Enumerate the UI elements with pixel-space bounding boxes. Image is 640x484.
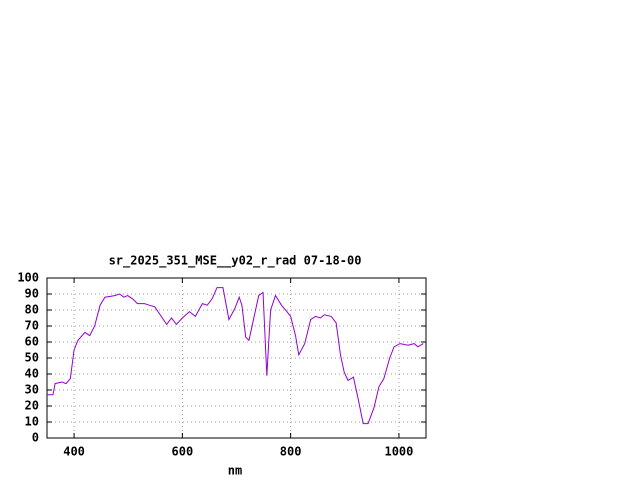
x-tick-label: 400: [63, 445, 85, 459]
y-tick-label: 40: [25, 367, 39, 381]
plot-frame: [46, 277, 427, 439]
y-tick-label: 20: [25, 399, 39, 413]
y-tick-label: 10: [25, 415, 39, 429]
x-axis-label: nm: [228, 464, 242, 478]
y-tick-label: 90: [25, 287, 39, 301]
y-tick-label: 100: [17, 271, 39, 285]
y-tick-label: 0: [32, 431, 39, 445]
x-tick-label: 1000: [384, 445, 413, 459]
y-tick-label: 60: [25, 335, 39, 349]
y-tick-label: 70: [25, 319, 39, 333]
y-tick-label: 30: [25, 383, 39, 397]
y-tick-label: 50: [25, 351, 39, 365]
x-tick-label: 600: [172, 445, 194, 459]
x-tick-label: 800: [280, 445, 302, 459]
data-line: [47, 287, 424, 425]
y-tick-label: 80: [25, 303, 39, 317]
chart-title: sr_2025_351_MSE__y02_r_rad 07-18-00: [109, 254, 362, 269]
